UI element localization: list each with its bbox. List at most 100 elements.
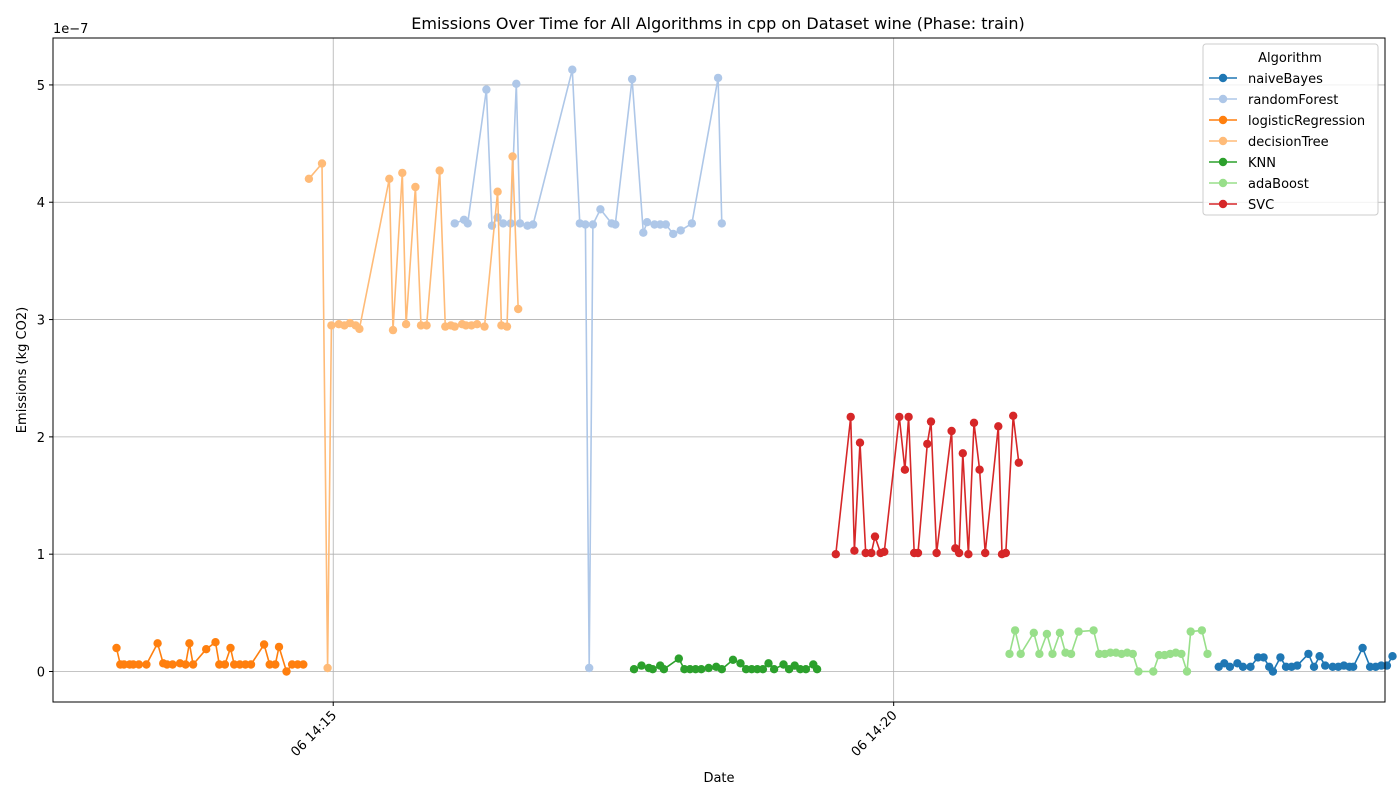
- data-point: [327, 321, 336, 330]
- data-point: [676, 226, 685, 235]
- series-naiveBayes: [1214, 643, 1397, 676]
- data-point: [1029, 628, 1039, 637]
- legend-marker: [1218, 94, 1228, 104]
- data-point: [717, 219, 726, 228]
- data-point: [846, 412, 855, 422]
- data-point: [480, 322, 489, 331]
- y-tick-label: 1: [37, 548, 45, 563]
- data-point: [895, 412, 904, 422]
- y-tick-label: 4: [37, 196, 45, 211]
- legend-label: KNN: [1248, 156, 1276, 171]
- data-point: [274, 642, 284, 652]
- data-point: [1246, 662, 1255, 671]
- series-adaBoost: [1005, 626, 1212, 676]
- legend-label: decisionTree: [1248, 135, 1329, 150]
- data-point: [642, 218, 652, 227]
- y-tick-label: 2: [37, 431, 45, 446]
- data-point: [981, 548, 990, 558]
- data-point: [112, 643, 121, 653]
- legend-box: [1202, 43, 1379, 216]
- y-tick-label: 0: [37, 665, 45, 680]
- data-point: [299, 660, 308, 669]
- data-point: [435, 166, 444, 175]
- data-point: [831, 550, 840, 559]
- data-point: [661, 220, 670, 229]
- data-point: [1197, 626, 1207, 635]
- data-point: [512, 79, 521, 89]
- chart-title: Emissions Over Time for All Algorithms i…: [411, 14, 1024, 33]
- data-point: [850, 546, 859, 555]
- legend-marker: [1218, 115, 1228, 125]
- data-point: [764, 659, 773, 668]
- data-point: [880, 547, 889, 556]
- legend-label: SVC: [1248, 198, 1274, 213]
- data-point: [134, 660, 144, 669]
- data-point: [779, 660, 788, 669]
- data-point: [398, 168, 407, 178]
- data-point: [304, 174, 314, 183]
- data-point: [188, 660, 198, 669]
- legend-marker: [1218, 73, 1228, 83]
- data-point: [855, 438, 865, 447]
- data-point: [355, 324, 364, 334]
- legend-item-randomForest: randomForest: [1209, 93, 1338, 108]
- data-point: [1066, 649, 1076, 659]
- data-point: [514, 304, 523, 314]
- legend-items: naiveBayes randomForest logisticRegression…: [1209, 72, 1365, 213]
- legend-item-adaBoost: adaBoost: [1209, 177, 1309, 192]
- legend-item-logisticRegression: logisticRegression: [1209, 114, 1365, 129]
- plot-frame: [52, 37, 1386, 703]
- y-tick-label: 5: [37, 79, 45, 94]
- legend-label: logisticRegression: [1248, 114, 1365, 129]
- data-point: [1293, 661, 1302, 670]
- data-point: [728, 655, 738, 664]
- data-point: [596, 205, 605, 214]
- data-point: [482, 85, 491, 94]
- data-point: [639, 228, 648, 237]
- data-point: [1014, 458, 1023, 467]
- data-point: [669, 229, 678, 239]
- legend-label: randomForest: [1248, 93, 1338, 108]
- data-point: [1016, 649, 1025, 659]
- data-point: [502, 322, 512, 331]
- y-tick-label: 3: [37, 314, 45, 329]
- data-point: [954, 548, 964, 558]
- data-point: [932, 548, 941, 558]
- data-point: [736, 659, 745, 668]
- data-point: [585, 663, 594, 673]
- data-point: [515, 219, 525, 228]
- data-point: [1042, 629, 1052, 639]
- data-point: [627, 74, 637, 84]
- data-point: [867, 548, 876, 558]
- data-point: [947, 426, 956, 436]
- data-point: [1009, 411, 1018, 420]
- data-point: [1048, 649, 1057, 659]
- data-point: [1309, 662, 1319, 671]
- legend-item-SVC: SVC: [1209, 198, 1274, 213]
- series-layer: [112, 65, 1397, 676]
- data-point: [528, 220, 538, 229]
- data-point: [687, 219, 697, 228]
- data-point: [1304, 649, 1313, 659]
- data-point: [1010, 626, 1020, 635]
- data-point: [181, 660, 190, 669]
- data-point: [317, 159, 327, 168]
- legend-item-naiveBayes: naiveBayes: [1209, 72, 1323, 87]
- data-point: [611, 220, 620, 229]
- legend-label: naiveBayes: [1248, 72, 1323, 87]
- data-point: [1225, 662, 1235, 671]
- data-point: [185, 639, 194, 648]
- data-point: [1358, 643, 1367, 653]
- series-SVC: [831, 411, 1023, 559]
- x-axis-label: Date: [703, 771, 734, 786]
- legend-marker: [1218, 136, 1228, 146]
- data-point: [801, 665, 811, 674]
- data-point: [493, 187, 502, 196]
- data-point: [713, 73, 723, 83]
- data-point: [385, 174, 394, 183]
- data-point: [1182, 667, 1192, 676]
- data-point: [958, 449, 967, 458]
- data-point: [463, 219, 472, 228]
- series-logisticRegression: [112, 638, 308, 676]
